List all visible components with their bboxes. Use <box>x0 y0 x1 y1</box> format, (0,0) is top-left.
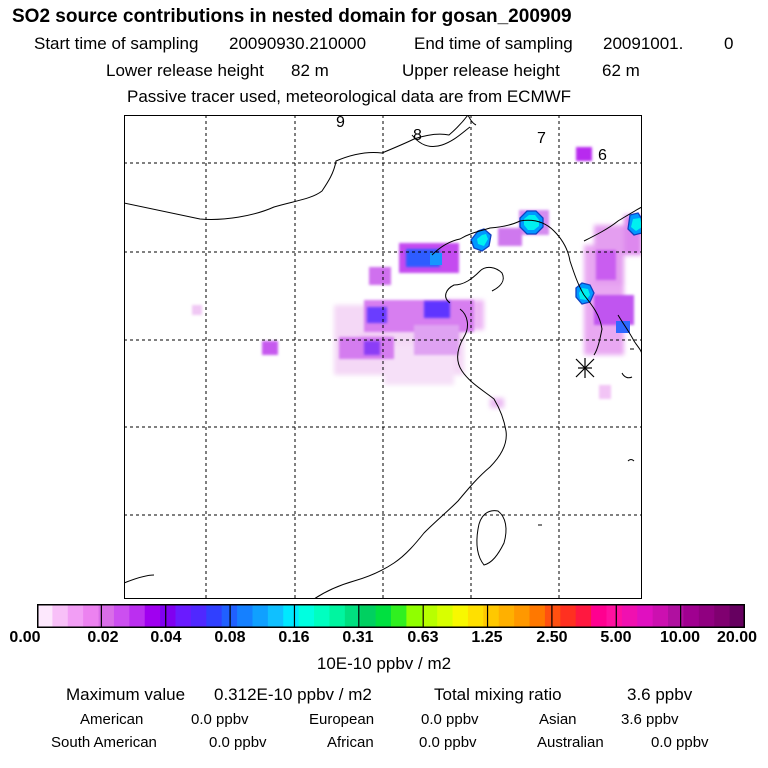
colorbar-swatch <box>144 604 161 628</box>
colorbar-swatch <box>498 604 515 628</box>
colorbar-tick: 0.63 <box>407 629 439 646</box>
region-name: Australian <box>537 734 604 751</box>
lower-height-label: Lower release height <box>106 61 264 80</box>
colorbar-swatch <box>437 604 454 628</box>
colorbar-swatch <box>544 604 561 628</box>
region-name: American <box>80 711 144 728</box>
colorbar-tick: 0.08 <box>214 629 246 646</box>
colorbar-tick: 0.04 <box>150 629 182 646</box>
colorbar-swatch <box>298 604 315 628</box>
colorbar-unit: 10E-10 ppbv / m2 <box>316 654 452 673</box>
map-frame <box>124 115 642 599</box>
colorbar-swatch <box>621 604 638 628</box>
colorbar-tick: 5.00 <box>600 629 632 646</box>
colorbar-swatch <box>37 604 53 628</box>
grid-label-9: 9 <box>336 115 345 131</box>
total-mixing-label: Total mixing ratio <box>434 685 562 704</box>
region-value: 0.0 ppbv <box>209 734 267 751</box>
colorbar <box>37 604 745 628</box>
tracer-note: Passive tracer used, meteorological data… <box>127 87 572 106</box>
colorbar-swatch <box>698 604 715 628</box>
colorbar-frame <box>37 604 745 628</box>
region-value: 0.0 ppbv <box>421 711 479 728</box>
region-value: 0.0 ppbv <box>191 711 249 728</box>
colorbar-swatch <box>652 604 669 628</box>
colorbar-swatch <box>391 604 407 628</box>
asterisk-icon <box>575 358 595 378</box>
end-time-suffix: 0 <box>724 34 734 53</box>
map-title: SO2 source contributions in nested domai… <box>12 6 572 27</box>
total-mixing-value: 3.6 ppbv <box>627 685 693 704</box>
colorbar-swatch <box>113 604 130 628</box>
lower-height-value: 82 m <box>291 61 329 80</box>
colorbar-tick: 10.00 <box>659 629 701 646</box>
end-time-label: End time of sampling <box>414 34 573 53</box>
colorbar-swatch <box>237 604 253 628</box>
colorbar-tick: 20.00 <box>716 629 758 646</box>
upper-height-label: Upper release height <box>402 61 560 80</box>
max-value-label: Maximum value <box>66 685 186 704</box>
colorbar-swatch <box>560 604 577 628</box>
colorbar-swatch <box>206 604 223 628</box>
colorbar-swatch <box>406 604 423 628</box>
region-value: 0.0 ppbv <box>419 734 477 751</box>
region-name: South American <box>51 734 157 751</box>
colorbar-swatch <box>375 604 392 628</box>
start-time-label: Start time of sampling <box>34 34 199 53</box>
colorbar-swatch <box>190 604 207 628</box>
colorbar-tick: 0.16 <box>278 629 310 646</box>
colorbar-swatch <box>483 604 500 628</box>
colorbar-tick: 1.25 <box>471 629 503 646</box>
colorbar-tick: 0.31 <box>342 629 374 646</box>
upper-height-value: 62 m <box>602 61 640 80</box>
colorbar-swatch <box>252 604 269 628</box>
colorbar-swatch <box>683 604 700 628</box>
colorbar-swatch <box>314 604 330 628</box>
colorbar-swatch <box>637 604 654 628</box>
colorbar-swatch <box>98 604 115 628</box>
region-value: 3.6 ppbv <box>621 711 679 728</box>
colorbar-swatch <box>344 604 361 628</box>
colorbar-swatch <box>591 604 607 628</box>
colorbar-swatch <box>83 604 100 628</box>
colorbar-swatch <box>714 604 731 628</box>
colorbar-swatch <box>529 604 546 628</box>
colorbar-swatch <box>267 604 284 628</box>
colorbar-swatch <box>575 604 592 628</box>
colorbar-swatch <box>452 604 469 628</box>
grid-label-8: 8 <box>413 127 422 144</box>
region-name: African <box>327 734 374 751</box>
end-time-value: 20091001. <box>603 34 684 53</box>
region-name: Asian <box>539 711 577 728</box>
colorbar-swatch <box>467 604 484 628</box>
colorbar-swatch <box>129 604 146 628</box>
coastlines <box>124 115 642 599</box>
start-time-value: 20090930.210000 <box>229 34 367 53</box>
grid-label-7: 7 <box>537 130 546 147</box>
colorbar-swatch <box>283 604 300 628</box>
region-name: European <box>309 711 375 728</box>
colorbar-swatch <box>360 604 377 628</box>
colorbar-swatch <box>52 604 69 628</box>
colorbar-swatch <box>421 604 438 628</box>
grid-label-6: 6 <box>598 147 607 164</box>
concentration-field <box>192 147 642 408</box>
colorbar-tick: 0.00 <box>9 629 41 646</box>
map-panel: 9 8 7 6 <box>124 115 642 599</box>
lat-lon-grid <box>124 115 642 599</box>
colorbar-swatch <box>67 604 84 628</box>
colorbar-swatch <box>160 604 177 628</box>
colorbar-tick: 2.50 <box>536 629 568 646</box>
colorbar-swatch <box>329 604 346 628</box>
colorbar-swatch <box>606 604 623 628</box>
region-value: 0.0 ppbv <box>651 734 709 751</box>
colorbar-swatch <box>729 604 745 628</box>
colorbar-swatch <box>514 604 531 628</box>
colorbar-swatch <box>668 604 684 628</box>
max-value: 0.312E-10 ppbv / m2 <box>214 685 372 704</box>
colorbar-swatch <box>175 604 192 628</box>
colorbar-tick: 0.02 <box>87 629 119 646</box>
